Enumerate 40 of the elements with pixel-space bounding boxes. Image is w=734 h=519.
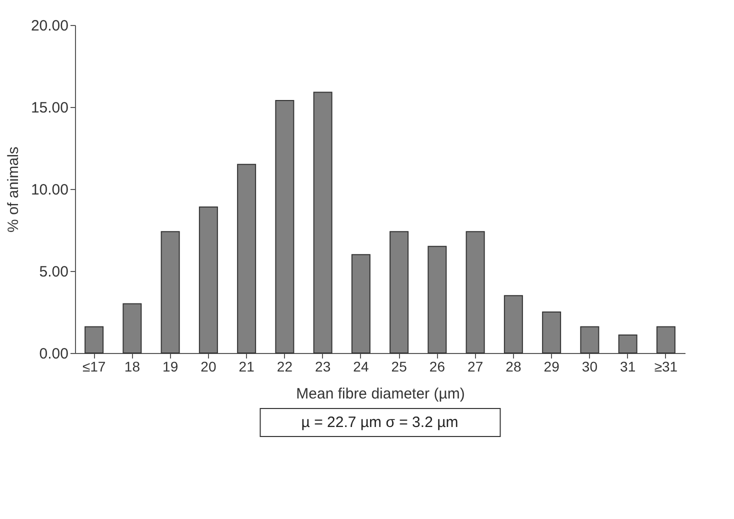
bar [542, 312, 562, 354]
x-tick-label: 31 [620, 358, 636, 374]
x-tick-label: 20 [200, 358, 216, 374]
y-tick-label: 5.00 [39, 264, 68, 280]
x-tick-label: 26 [429, 358, 446, 374]
x-tick-label: 21 [238, 358, 255, 374]
x-tick-label: 23 [315, 358, 331, 374]
y-tick-label: 0.00 [39, 346, 68, 362]
y-tick-label: 15.00 [30, 100, 68, 116]
bar [351, 254, 370, 354]
bar [122, 303, 142, 354]
x-tick-label: 29 [544, 358, 560, 374]
x-tick-label: 22 [276, 358, 293, 374]
x-tick-label: 30 [582, 358, 598, 374]
bar [466, 231, 485, 354]
text: µ = 22.7 µm σ = 3.2 µm [301, 414, 458, 431]
x-tick-label: 25 [391, 358, 408, 374]
x-tick-label: 28 [506, 358, 522, 374]
bar [618, 334, 638, 354]
x-axis-title: Mean fibre diameter (µm) [296, 386, 465, 402]
y-axis-title: % of animals [4, 146, 22, 232]
x-tick-label: 27 [468, 358, 484, 374]
bar [198, 206, 218, 354]
y-tick-label: 20.00 [30, 18, 68, 34]
bar [84, 326, 104, 354]
bar [275, 100, 294, 354]
bar [160, 231, 180, 354]
x-tick-label: 19 [162, 358, 178, 374]
bar [390, 231, 409, 354]
x-tick-label: 18 [124, 358, 140, 374]
x-tick-label: ≥31 [654, 358, 678, 374]
bar [656, 326, 676, 354]
bar [237, 164, 256, 354]
y-tick-label: 10.00 [30, 182, 68, 198]
x-tick-label: ≤17 [82, 358, 106, 374]
bar [313, 92, 332, 354]
x-tick-label: 24 [353, 358, 369, 374]
bar [428, 246, 447, 354]
bar [580, 326, 600, 354]
bar [504, 295, 523, 354]
